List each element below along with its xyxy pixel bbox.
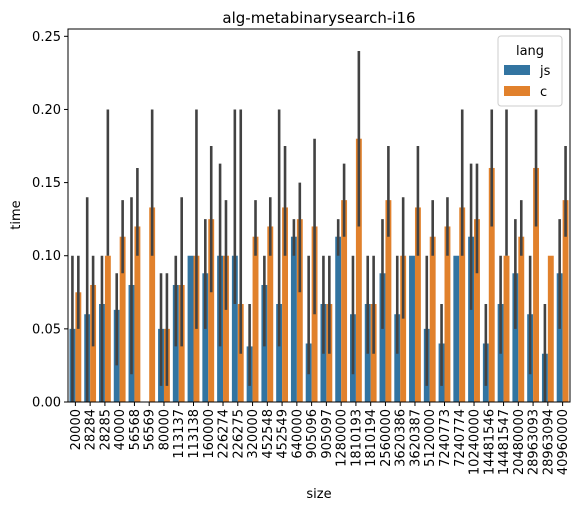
bar-js-10240000 — [468, 236, 475, 402]
bar-js-3620386 — [394, 314, 401, 402]
x-tick-label: 3620386 — [394, 409, 409, 467]
bar-c-452549 — [282, 207, 288, 402]
x-tick-label: 20480000 — [512, 409, 527, 475]
legend-title: lang — [516, 44, 544, 59]
x-tick-label: 113137 — [172, 409, 187, 459]
x-tick-label: 5120000 — [423, 409, 438, 467]
x-tick-label: 2560000 — [379, 409, 394, 467]
bar-c-226274 — [223, 255, 229, 402]
y-tick-label: 0.05 — [32, 322, 61, 337]
x-tick-label: 640000 — [290, 409, 305, 459]
bar-c-640000 — [296, 219, 303, 402]
x-tick-label: 28963094 — [541, 409, 556, 475]
x-tick-label: 226275 — [231, 409, 246, 459]
legend-swatch-c — [504, 86, 530, 96]
bar-c-2560000 — [385, 200, 392, 402]
bar-c-40000 — [119, 236, 126, 402]
x-axis-label: size — [306, 487, 331, 502]
x-tick-label: 14481546 — [482, 409, 497, 475]
x-tick-label: 226274 — [217, 409, 232, 459]
bar-c-7240773 — [444, 226, 451, 402]
bar-c-56568 — [134, 226, 141, 402]
x-tick-label: 452549 — [276, 409, 291, 459]
legend-label-c: c — [540, 85, 547, 100]
x-tick-label: 320000 — [246, 409, 261, 459]
x-tick-label: 14481547 — [497, 409, 512, 475]
bar-c-20480000 — [518, 236, 525, 402]
x-tick-label: 1280000 — [335, 409, 350, 467]
bar-c-40960000 — [562, 200, 569, 402]
x-tick-label: 40000 — [113, 409, 128, 450]
axes-frame — [67, 28, 571, 403]
y-axis-label: time — [9, 200, 24, 229]
bar-c-7240774 — [459, 207, 466, 402]
x-axis: 20000 28284 28285 40000 56568 56569 80000 11313… — [69, 402, 571, 475]
y-tick-label: 0.00 — [32, 396, 61, 411]
bar-c-28963093 — [533, 167, 539, 402]
bar-js-226275 — [231, 255, 238, 402]
bar-c-5120000 — [429, 236, 436, 402]
plot-area — [69, 50, 569, 402]
bar-c-3620387 — [414, 207, 421, 402]
x-tick-label: 160000 — [202, 409, 217, 459]
bar-c-1280000 — [341, 200, 348, 402]
bar-js-113138 — [187, 255, 194, 402]
x-tick-label: 1810194 — [364, 409, 379, 467]
x-tick-label: 28284 — [84, 409, 99, 450]
x-tick-label: 40960000 — [556, 409, 571, 475]
x-tick-label: 10240000 — [468, 409, 483, 475]
x-tick-label: 1810193 — [349, 409, 364, 467]
bar-c-113138 — [193, 255, 200, 402]
bar-c-14481546 — [488, 167, 495, 402]
y-tick-label: 0.20 — [32, 103, 61, 118]
x-tick-label: 7240774 — [453, 409, 468, 467]
bar-c-160000 — [208, 219, 215, 402]
x-tick-label: 20000 — [69, 409, 84, 450]
bar-js-452549 — [276, 304, 283, 402]
bar-js-1280000 — [335, 236, 342, 402]
y-tick-label: 0.25 — [32, 30, 61, 45]
bar-js-2560000 — [379, 273, 386, 402]
legend-swatch-js — [504, 65, 530, 75]
x-tick-label: 56568 — [128, 409, 143, 450]
bar-c-20000 — [75, 292, 82, 402]
bar-js-640000 — [290, 236, 297, 402]
bar-js-20480000 — [512, 273, 519, 402]
y-tick-label: 0.15 — [32, 176, 61, 191]
bar-c-56569 — [149, 207, 156, 402]
bar-js-3620387 — [409, 255, 415, 402]
bar-c-320000 — [252, 236, 259, 402]
y-axis: 0.00 0.05 0.10 0.15 0.20 0.25 — [32, 30, 68, 411]
bar-c-14481547 — [503, 255, 510, 402]
legend-label-js: js — [539, 64, 551, 79]
x-tick-label: 28285 — [98, 409, 113, 450]
legend: lang js c — [497, 35, 563, 107]
x-tick-label: 28963093 — [527, 409, 542, 475]
bar-c-28285 — [104, 255, 111, 402]
x-tick-label: 56569 — [143, 409, 158, 450]
x-tick-label: 80000 — [157, 409, 172, 450]
bar-c-28963094 — [547, 255, 554, 402]
x-tick-label: 452548 — [261, 409, 276, 459]
bar-js-7240774 — [453, 255, 460, 402]
x-tick-label: 905097 — [320, 409, 335, 459]
y-tick-label: 0.10 — [32, 249, 61, 264]
bar-c-3620386 — [400, 255, 407, 402]
x-tick-label: 3620387 — [408, 409, 423, 467]
bar-js-160000 — [202, 273, 209, 402]
x-tick-label: 905096 — [305, 409, 320, 459]
bar-c-10240000 — [474, 219, 480, 402]
bar-js-40960000 — [556, 273, 563, 402]
chart-title: alg-metabinarysearch-i16 — [222, 9, 415, 27]
bar-c-1810193 — [355, 138, 362, 402]
x-tick-label: 113138 — [187, 409, 202, 459]
bar-c-452548 — [267, 226, 274, 402]
x-tick-label: 7240773 — [438, 409, 453, 467]
